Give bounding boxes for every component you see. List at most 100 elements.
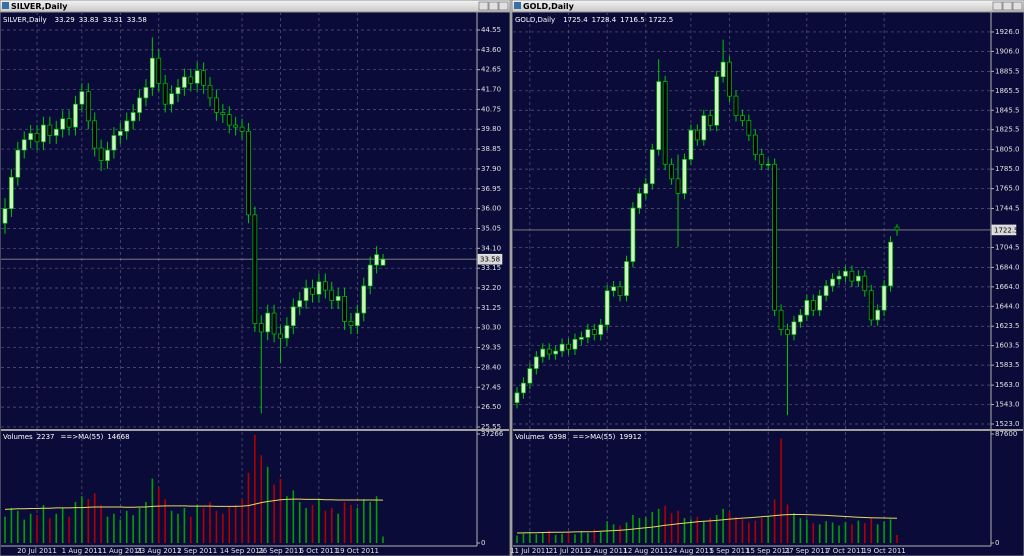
volume-bar: [529, 531, 531, 543]
y-tick-label: 34.10: [481, 244, 501, 252]
window-max-button[interactable]: [1002, 1, 1013, 11]
volume-bar: [106, 516, 109, 543]
y-tick-label: 37.90: [481, 165, 501, 173]
candle-body: [85, 91, 91, 122]
candle-body: [124, 120, 130, 132]
y-tick-label: 33.15: [481, 264, 501, 272]
candle-body: [624, 261, 629, 296]
volume-bar: [209, 502, 211, 543]
ma-last: 19912: [619, 433, 641, 441]
volume-bar: [228, 506, 231, 543]
window-close-button[interactable]: [1012, 1, 1023, 11]
volume-bar: [311, 504, 314, 543]
volume-bar: [222, 513, 224, 543]
volume-bar: [516, 535, 518, 543]
volume-bar: [266, 466, 269, 543]
volume-bar: [81, 496, 83, 543]
volume-bar: [664, 505, 666, 543]
candle-body: [823, 285, 829, 296]
volume-bar: [896, 535, 898, 543]
info-symbol: GOLD,Daily: [515, 16, 555, 24]
x-tick-label: 1 Aug 2011: [62, 547, 102, 555]
volume-bar: [535, 534, 538, 543]
volume-bar: [215, 510, 218, 543]
y-tick-label: 1523.0: [995, 420, 1020, 428]
x-tick-label: 23 Aug 2011: [136, 547, 181, 555]
volume-bar: [132, 515, 134, 543]
y-tick-label: 1623.5: [995, 322, 1020, 330]
candle-body: [92, 120, 98, 149]
volume-bar: [702, 521, 705, 543]
y-tick-label: 1704.5: [995, 243, 1020, 251]
candle-body: [701, 115, 707, 141]
volume-bar: [606, 521, 608, 543]
chart-window: GOLD,Daily 1926.0 1906.0 1885.5 1865.5 1845.5…: [510, 0, 1024, 556]
current-price-label: 33.58: [480, 256, 500, 264]
window-icon: [514, 2, 521, 9]
y-tick-label: 28.40: [481, 363, 501, 371]
y-tick-label: 31.25: [481, 304, 501, 312]
x-tick-label: 24 Aug 2011: [668, 547, 713, 555]
info-low: 1716.5: [620, 16, 645, 24]
y-tick-label: 43.60: [481, 46, 501, 54]
volume-bar: [587, 533, 589, 543]
volume-bar: [138, 507, 141, 543]
volume-bar: [247, 472, 250, 543]
candle-body: [156, 57, 162, 84]
candle-body: [214, 97, 219, 113]
candle-body: [798, 314, 803, 323]
window-min-button[interactable]: [478, 1, 489, 11]
y-tick-label: 1664.0: [995, 283, 1020, 291]
candle-body: [772, 163, 777, 311]
volume-bar: [818, 524, 821, 543]
candle-body: [868, 290, 874, 321]
info-high: 1728.4: [592, 16, 617, 24]
candle-body: [111, 135, 117, 151]
y-tick-label: 27.45: [481, 383, 501, 391]
candle-body: [810, 300, 816, 311]
candle-body: [284, 325, 290, 339]
volume-bar: [93, 493, 96, 543]
candle-body: [733, 95, 739, 116]
volume-bar: [337, 513, 339, 543]
window-max-button[interactable]: [488, 1, 499, 11]
candle-body: [220, 112, 226, 115]
info-low: 33.31: [103, 16, 123, 24]
volume-bar: [189, 516, 192, 543]
volume-y-tick-label: 0: [995, 539, 999, 547]
candle-body: [849, 270, 855, 282]
x-tick-label: 14 Sep 2011: [220, 547, 264, 555]
volume-bar: [4, 516, 6, 543]
window-min-button[interactable]: [992, 1, 1003, 11]
candle-body: [66, 118, 72, 128]
y-tick-label: 1906.0: [995, 47, 1020, 55]
volume-bar: [728, 511, 731, 543]
current-price-label: 1722.5: [994, 226, 1019, 234]
candle-body: [727, 61, 732, 97]
volume-bar: [670, 513, 673, 543]
y-tick-label: 40.75: [481, 105, 501, 113]
candle-body: [348, 321, 354, 326]
volume-bar: [254, 434, 256, 543]
candle-body: [765, 163, 771, 166]
volume-bar: [760, 518, 763, 543]
y-tick-label: 1765.0: [995, 185, 1020, 193]
title-bar: [511, 0, 1024, 13]
volume-bar: [812, 523, 815, 543]
volume-y-tick-label: 87600: [995, 430, 1017, 438]
y-tick-label: 1563.0: [995, 381, 1020, 389]
volume-bar: [883, 521, 885, 543]
window-close-button[interactable]: [498, 1, 509, 11]
candle-body: [15, 149, 21, 178]
volume-info: Volumes 2237 ==>MA(55) 14668: [3, 433, 130, 441]
volume-bar: [10, 507, 13, 543]
candle-body: [367, 264, 373, 287]
volume-bar: [541, 533, 544, 543]
candle-body: [894, 226, 900, 231]
candle-body: [143, 87, 149, 99]
volume-bar: [113, 513, 115, 543]
volume-bar: [183, 507, 186, 543]
volume-bar: [151, 478, 154, 543]
candle-body: [888, 241, 893, 287]
